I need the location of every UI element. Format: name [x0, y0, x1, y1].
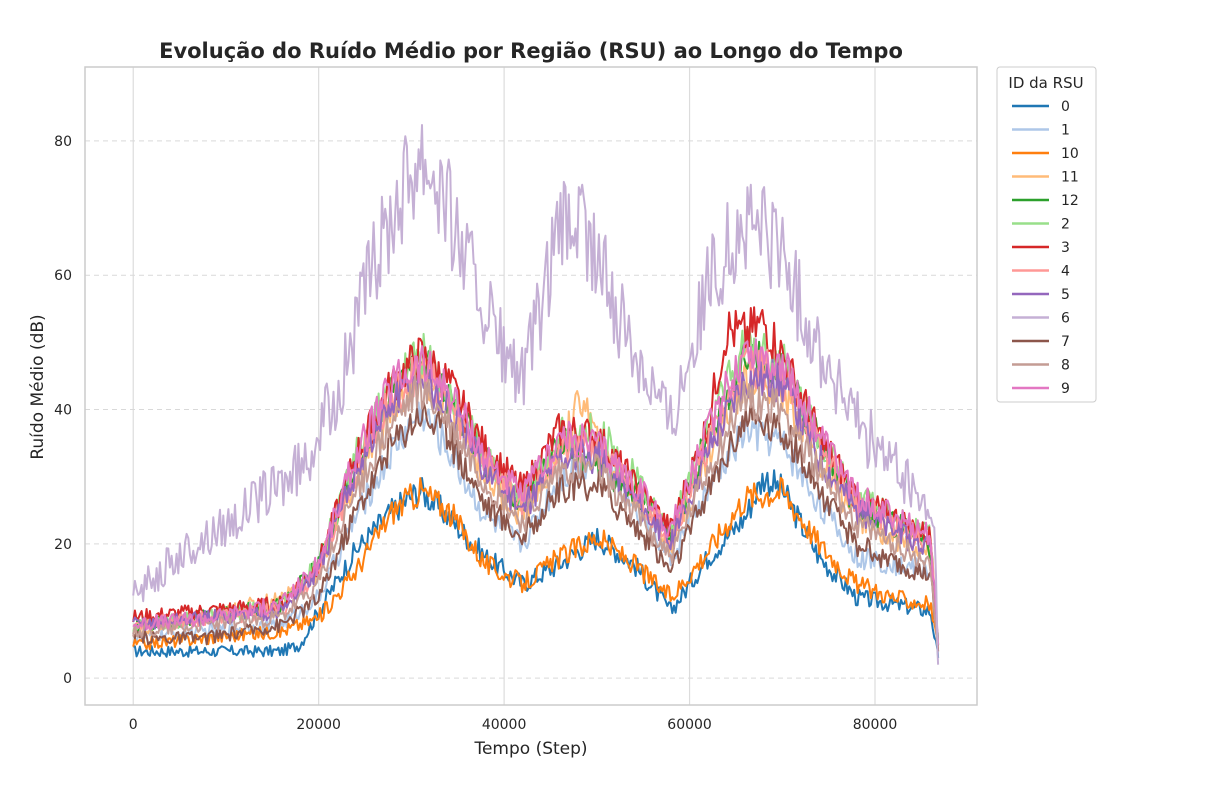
- legend: ID da RSU 0 1 10 11 12 2 3 4 5 6 7 8 9: [996, 66, 1097, 403]
- tick-labels: 0 20000 40000 60000 80000 0 20 40 60 80: [54, 134, 897, 733]
- y-axis-label: Ruído Médio (dB): [28, 314, 48, 459]
- x-tick-label: 20000: [296, 717, 341, 733]
- legend-label-4: 4: [1061, 264, 1070, 280]
- series-line-7: [132, 399, 940, 652]
- legend-label-7: 7: [1061, 334, 1070, 350]
- series-line-9: [132, 338, 940, 645]
- y-tick-label: 0: [63, 671, 72, 687]
- legend-label-8: 8: [1061, 358, 1070, 374]
- grid: [85, 67, 977, 705]
- series-line-8: [132, 374, 939, 653]
- x-axis-label: Tempo (Step): [473, 739, 587, 759]
- x-tick-label: 0: [129, 717, 138, 733]
- legend-label-0: 0: [1061, 99, 1070, 115]
- x-tick-label: 60000: [667, 717, 712, 733]
- x-tick-label: 40000: [482, 717, 527, 733]
- legend-label-10: 10: [1061, 146, 1079, 162]
- x-tick-label: 80000: [853, 717, 898, 733]
- legend-label-5: 5: [1061, 287, 1070, 303]
- legend-label-9: 9: [1061, 381, 1070, 397]
- y-tick-label: 20: [54, 537, 72, 553]
- chart-title: Evolução do Ruído Médio por Região (RSU)…: [159, 39, 903, 63]
- legend-label-1: 1: [1061, 123, 1070, 139]
- series-line-6: [132, 124, 940, 665]
- legend-title: ID da RSU: [1008, 74, 1083, 92]
- legend-label-3: 3: [1061, 240, 1070, 256]
- legend-box: [996, 66, 1097, 403]
- y-tick-label: 40: [54, 403, 72, 419]
- series-lines: [132, 124, 940, 665]
- legend-label-6: 6: [1061, 311, 1070, 327]
- legend-label-2: 2: [1061, 217, 1070, 233]
- y-tick-label: 80: [54, 134, 72, 150]
- legend-label-12: 12: [1061, 193, 1079, 209]
- y-tick-label: 60: [54, 268, 72, 284]
- plot-frame: [84, 66, 978, 706]
- legend-label-11: 11: [1061, 170, 1079, 186]
